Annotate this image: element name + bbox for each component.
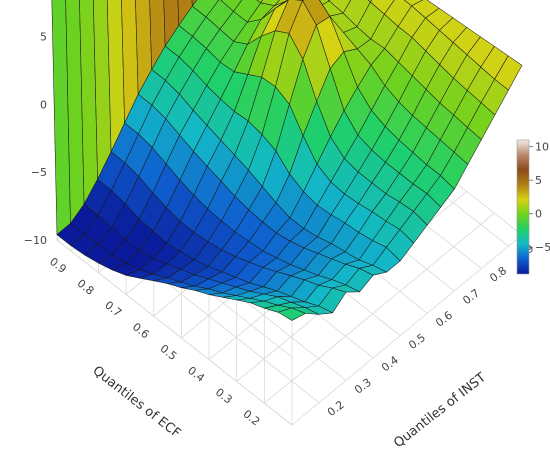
y-tick-label: 0.5 xyxy=(158,342,180,363)
colorbar-tick-label: −5 xyxy=(535,241,550,254)
z-tick-label: −5 xyxy=(31,166,47,179)
y-tick-label: 0.9 xyxy=(47,255,69,276)
x-tick-label: 0.6 xyxy=(433,309,455,330)
colorbar-tick-label: 5 xyxy=(535,174,542,187)
surface-mesh xyxy=(51,0,523,321)
grid-line xyxy=(56,239,293,426)
x-axis-title: Quantiles of INST xyxy=(391,370,489,451)
surface-cell xyxy=(367,0,373,3)
x-tick-label: 0.4 xyxy=(379,353,401,374)
x-tick-label: 0.5 xyxy=(406,331,428,352)
surface-cell xyxy=(494,55,523,91)
surface-cell xyxy=(220,0,243,12)
y-axis-title: Quantiles of ECF xyxy=(90,363,184,441)
y-tick-label: 0.2 xyxy=(241,407,263,428)
y-tick-label: 0.7 xyxy=(102,299,124,320)
grid-line xyxy=(264,212,495,404)
colorbar-tick-label: 10 xyxy=(535,141,549,154)
z-tick-label: 5 xyxy=(40,30,47,43)
colorbar-tick-label: 0 xyxy=(535,208,542,221)
y-tick-label: 0.3 xyxy=(213,386,235,407)
x-tick-label: 0.2 xyxy=(325,398,347,419)
y-tick-label: 0.6 xyxy=(130,320,152,341)
y-tick-label: 0.4 xyxy=(185,364,207,385)
z-tick-label: 0 xyxy=(40,98,47,111)
x-tick-label: 0.3 xyxy=(352,376,374,397)
colorbar: 10 5 0 −5 xyxy=(516,139,550,275)
y-tick-label: 0.8 xyxy=(75,277,97,298)
surface-cell xyxy=(329,0,352,14)
z-tick-label: −10 xyxy=(24,234,47,247)
surface-cell xyxy=(274,0,303,6)
grid-line xyxy=(291,234,523,426)
x-tick-label: 0.7 xyxy=(460,286,482,307)
surface-cell xyxy=(294,0,305,1)
colorbar-ticks: 10 5 0 −5 xyxy=(529,141,550,254)
x-tick-label: 0.8 xyxy=(487,264,509,285)
surface-cell xyxy=(260,0,280,6)
colorbar-gradient xyxy=(516,139,530,275)
